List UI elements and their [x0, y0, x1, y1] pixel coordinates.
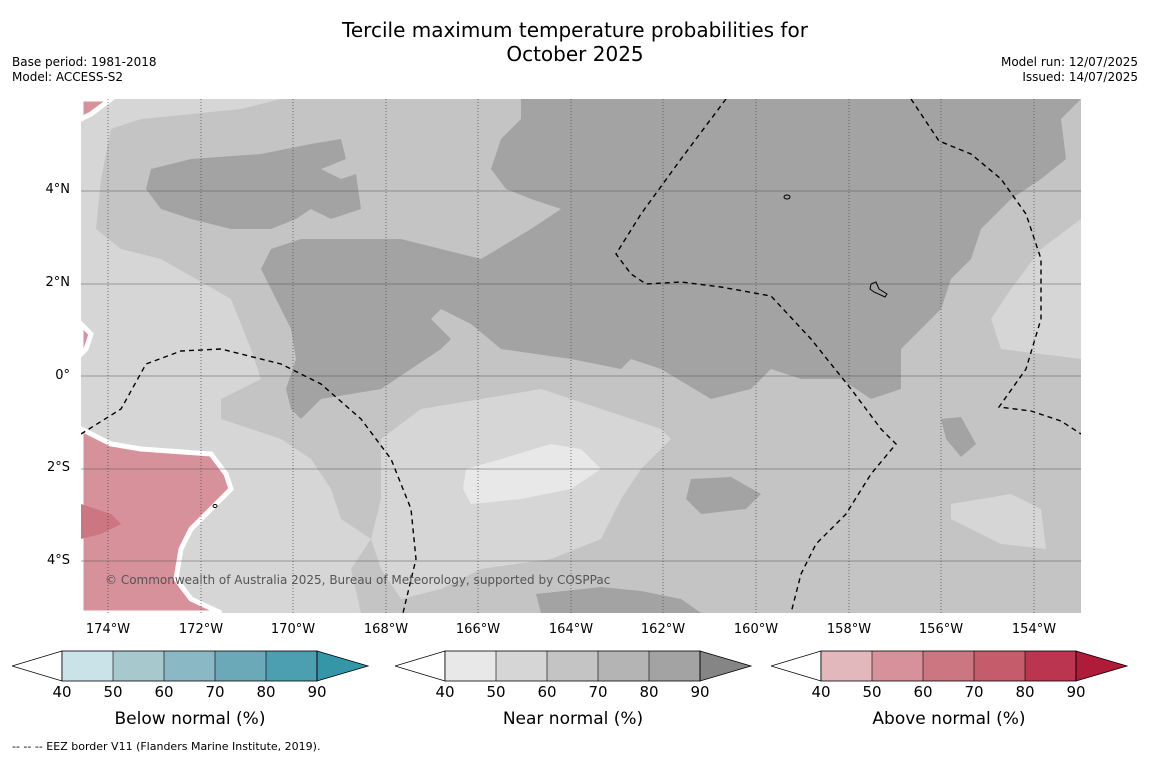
cbar-above-50-60 — [872, 651, 923, 681]
cbar-near-60-70 — [547, 651, 598, 681]
cbar-near-dividers — [495, 651, 650, 681]
lat-label-2n: 2°N — [45, 275, 71, 290]
cbar-near-tick-50: 50 — [486, 683, 506, 701]
model-run: Model run: 12/07/2025 — [1000, 55, 1138, 69]
near-normal-80-northwest — [146, 139, 361, 229]
cbar-below-extend-low — [12, 650, 63, 682]
near-normal-80-south — [686, 477, 761, 514]
above-normal-60-region — [81, 504, 121, 539]
cbar-below-tick-70: 70 — [205, 683, 225, 701]
title-line-2: October 2025 — [506, 42, 644, 66]
cbar-near-tick-70: 70 — [588, 683, 608, 701]
lat-label-2s: 2°S — [46, 460, 70, 475]
cbar-near-70-80 — [598, 651, 649, 681]
lon-label-160w: 160°W — [733, 622, 779, 637]
lon-label-156w: 156°W — [918, 622, 964, 637]
cbar-above-extend-high — [1075, 650, 1129, 682]
lon-label-174w: 174°W — [85, 622, 131, 637]
issued-date: Issued: 14/07/2025 — [1022, 70, 1138, 84]
cbar-above-40-50 — [821, 651, 872, 681]
cbar-below-60-70 — [164, 651, 215, 681]
cbar-below-40-50 — [62, 651, 113, 681]
cbar-below-tick-80: 80 — [256, 683, 276, 701]
cbar-near-tick-80: 80 — [639, 683, 659, 701]
cbar-above-tick-80: 80 — [1015, 683, 1035, 701]
model-name: Model: ACCESS-S2 — [12, 70, 124, 84]
graticule — [81, 190, 1081, 562]
colorbar-below-normal — [12, 650, 370, 682]
island-1 — [783, 194, 791, 200]
copyright-notice: © Commonwealth of Australia 2025, Bureau… — [105, 573, 611, 587]
island-3 — [212, 504, 218, 508]
near-normal-50-southeast — [951, 494, 1046, 549]
cbar-above-frame — [820, 650, 1077, 682]
probability-map — [81, 99, 1081, 613]
cbar-below-extend-high — [316, 650, 370, 682]
lon-label-164w: 164°W — [548, 622, 594, 637]
near-normal-80-region — [261, 99, 1081, 419]
near-normal-80-southern-edge — [536, 587, 701, 613]
cbar-near-frame — [444, 650, 701, 682]
cbar-below-label: Below normal (%) — [114, 709, 266, 729]
cbar-near-tick-60: 60 — [537, 683, 557, 701]
eez-borders — [81, 99, 1081, 613]
cbar-above-tick-90: 90 — [1066, 683, 1086, 701]
meta-right: Model run: 12/07/2025 Issued: 14/07/2025 — [1001, 55, 1138, 85]
cbar-above-tick-50: 50 — [862, 683, 882, 701]
cbar-near-tick-90: 90 — [690, 683, 710, 701]
eez-border-central — [615, 99, 897, 613]
cbar-near-extend-high — [699, 650, 753, 682]
lon-label-158w: 158°W — [826, 622, 872, 637]
lon-label-170w: 170°W — [270, 622, 316, 637]
cbar-above-extend-low — [771, 650, 822, 682]
cbar-below-tick-50: 50 — [103, 683, 123, 701]
cbar-below-frame — [61, 650, 318, 682]
near-normal-80-small — [941, 417, 976, 457]
cbar-near-80-90 — [649, 651, 700, 681]
title-line-1: Tercile maximum temperature probabilitie… — [342, 18, 808, 42]
lat-label-0: 0° — [55, 368, 70, 383]
cbar-above-tick-40: 40 — [811, 683, 831, 701]
meta-left: Base period: 1981-2018 Model: ACCESS-S2 — [12, 55, 157, 85]
colorbar-above-normal — [771, 650, 1129, 682]
base-period: Base period: 1981-2018 — [12, 55, 157, 69]
cbar-above-label: Above normal (%) — [872, 709, 1026, 729]
lon-label-154w: 154°W — [1011, 622, 1057, 637]
near-normal-50-east — [991, 219, 1081, 359]
cbar-below-dividers — [112, 651, 267, 681]
eez-border-west — [81, 348, 417, 613]
cbar-above-tick-70: 70 — [964, 683, 984, 701]
lon-label-168w: 168°W — [363, 622, 409, 637]
cbar-below-tick-40: 40 — [52, 683, 72, 701]
cbar-above-dividers — [871, 651, 1026, 681]
lon-label-172w: 172°W — [178, 622, 224, 637]
cbar-near-label: Near normal (%) — [502, 709, 644, 729]
cbar-below-tick-60: 60 — [154, 683, 174, 701]
cbar-near-50-60 — [496, 651, 547, 681]
cbar-above-60-70 — [923, 651, 974, 681]
islands — [212, 194, 888, 508]
eez-border-east — [910, 99, 1081, 435]
lon-label-162w: 162°W — [640, 622, 686, 637]
cbar-near-extend-low — [395, 650, 446, 682]
above-normal-50-west — [81, 320, 94, 358]
cbar-above-70-80 — [974, 651, 1025, 681]
cbar-below-tick-90: 90 — [307, 683, 327, 701]
lon-label-166w: 166°W — [455, 622, 501, 637]
cbar-near-tick-40: 40 — [435, 683, 455, 701]
cbar-above-80-90 — [1025, 651, 1076, 681]
lat-label-4n: 4°N — [45, 182, 71, 197]
map-title: Tercile maximum temperature probabilitie… — [0, 18, 1150, 66]
cbar-below-50-60 — [113, 651, 164, 681]
lat-label-4s: 4°S — [46, 553, 70, 568]
eez-footnote: -- -- -- EEZ border V11 (Flanders Marine… — [12, 740, 321, 753]
cbar-below-70-80 — [215, 651, 266, 681]
cbar-below-80-90 — [266, 651, 317, 681]
cbar-near-40-50 — [445, 651, 496, 681]
near-normal-40-centre — [463, 444, 601, 504]
island-2 — [869, 281, 888, 298]
colorbar-near-normal — [395, 650, 753, 682]
above-normal-50-northwest — [81, 99, 116, 122]
cbar-above-tick-60: 60 — [913, 683, 933, 701]
